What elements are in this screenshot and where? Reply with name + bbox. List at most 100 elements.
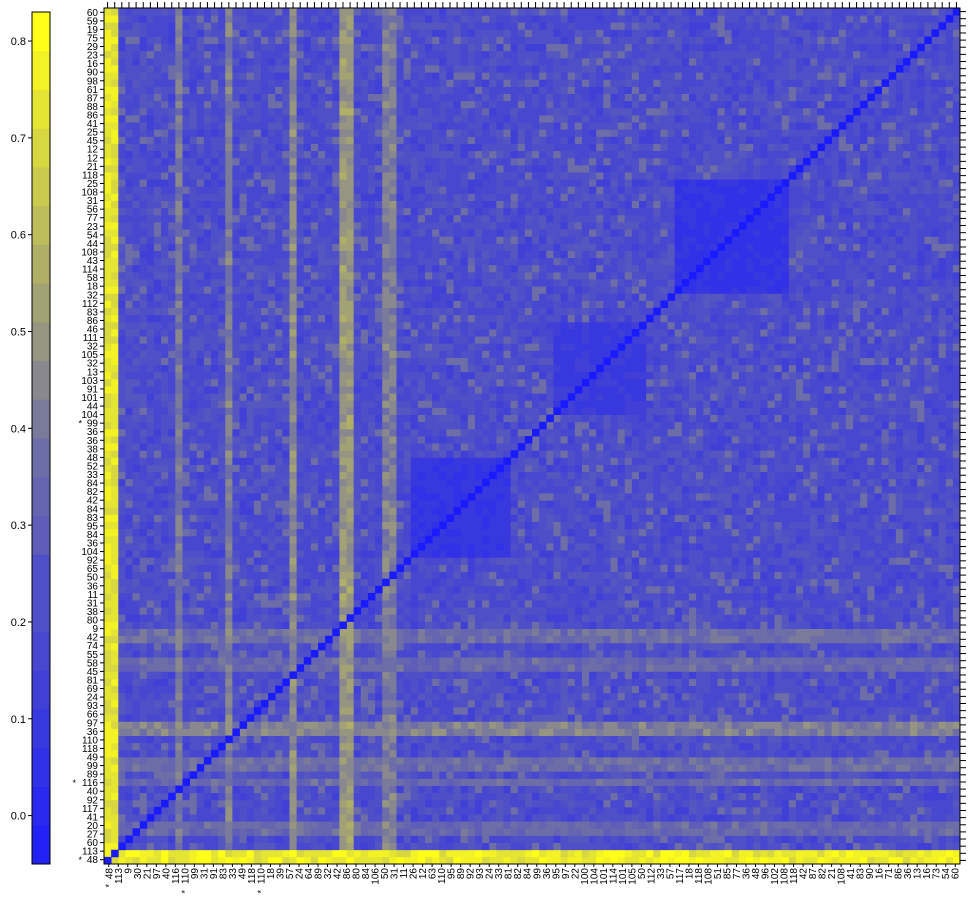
heatmap-cell (738, 828, 747, 836)
heatmap-cell (824, 856, 832, 865)
heatmap-cell (403, 671, 412, 679)
heatmap-cell (432, 699, 440, 708)
heatmap-cell (824, 671, 832, 679)
heatmap-cell (767, 742, 775, 751)
heatmap-cell (874, 856, 882, 865)
heatmap-cell (225, 564, 233, 572)
heatmap-cell (503, 707, 511, 715)
heatmap-cell (474, 657, 483, 665)
heatmap-cell (817, 585, 825, 594)
heatmap-cell (703, 692, 711, 701)
heatmap-cell (446, 635, 454, 644)
heatmap-cell (510, 578, 519, 587)
heatmap-cell (674, 621, 683, 629)
heatmap-cell (724, 699, 733, 708)
heatmap-cell (710, 678, 718, 687)
heatmap-cell (853, 785, 861, 794)
heatmap-cell (432, 635, 440, 644)
heatmap-cell (489, 592, 497, 601)
heatmap-cell (610, 742, 618, 751)
heatmap-cell (717, 828, 725, 836)
heatmap-cell (867, 578, 875, 587)
heatmap-cell (803, 614, 811, 622)
heatmap-cell (688, 778, 697, 786)
heatmap-cell (503, 628, 511, 637)
heatmap-cell (232, 699, 240, 708)
heatmap-cell (482, 842, 490, 851)
heatmap-cell (489, 564, 497, 572)
heatmap-cell (382, 607, 390, 615)
heatmap-cell (910, 799, 918, 808)
heatmap-cell (446, 814, 454, 822)
heatmap-cell (803, 714, 811, 722)
heatmap-cell (318, 849, 326, 858)
heatmap-cell (517, 799, 526, 808)
heatmap-cell (410, 714, 419, 722)
colorbar-segment (32, 786, 50, 826)
heatmap-cell (460, 671, 469, 679)
heatmap-cell (104, 799, 112, 808)
heatmap-cell (296, 721, 305, 729)
heatmap-cell (867, 671, 875, 679)
heatmap-cell (696, 707, 704, 715)
heatmap-cell (703, 792, 711, 801)
heatmap-cell (303, 721, 312, 729)
heatmap-cell (902, 785, 911, 794)
heatmap-cell (268, 671, 276, 679)
heatmap-cell (874, 728, 882, 736)
heatmap-cell (803, 642, 811, 651)
heatmap-cell (104, 721, 112, 729)
heatmap-cell (489, 721, 497, 729)
heatmap-cell (325, 664, 333, 672)
heatmap-cell (353, 828, 362, 836)
heatmap-cell (660, 785, 668, 794)
heatmap-cell (153, 699, 162, 708)
heatmap-cell (474, 721, 483, 729)
heatmap-cell (867, 856, 875, 865)
heatmap-cell (467, 714, 476, 722)
heatmap-cell (674, 671, 683, 679)
heatmap-cell (553, 707, 561, 715)
heatmap-cell (674, 707, 683, 715)
heatmap-cell (774, 835, 783, 843)
heatmap-cell (467, 749, 476, 758)
heatmap-cell (596, 814, 604, 822)
heatmap-cell (460, 764, 469, 772)
heatmap-cell (760, 671, 768, 679)
heatmap-cell (902, 585, 911, 594)
heatmap-cell (817, 792, 825, 801)
heatmap-cell (753, 778, 761, 786)
heatmap-cell (589, 657, 597, 665)
heatmap-cell (396, 635, 404, 644)
heatmap-cell (574, 635, 583, 644)
heatmap-cell (532, 806, 540, 815)
heatmap-cell (631, 564, 640, 572)
heatmap-cell (724, 735, 733, 744)
heatmap-cell (688, 799, 697, 808)
heatmap-cell (432, 728, 440, 736)
heatmap-cell (446, 692, 454, 701)
heatmap-cell (246, 728, 255, 736)
heatmap-cell (688, 664, 697, 672)
heatmap-cell (382, 771, 390, 779)
heatmap-cell (603, 685, 611, 694)
heatmap-cell (952, 614, 961, 622)
heatmap-cell (767, 828, 775, 836)
heatmap-cell (439, 806, 447, 815)
heatmap-cell (589, 849, 597, 858)
heatmap-cell (853, 821, 861, 829)
heatmap-cell (367, 607, 376, 615)
heatmap-cell (724, 757, 733, 765)
heatmap-cell (603, 821, 611, 829)
heatmap-cell (303, 564, 312, 572)
heatmap-cell (860, 835, 868, 843)
heatmap-cell (731, 771, 740, 779)
heatmap-cell (895, 578, 904, 587)
heatmap-cell (111, 678, 119, 687)
heatmap-cell (681, 685, 690, 694)
heatmap-cell (860, 771, 868, 779)
heatmap-cell (888, 592, 897, 601)
heatmap-cell (453, 650, 462, 658)
heatmap-cell (232, 735, 240, 744)
heatmap-cell (824, 821, 832, 829)
